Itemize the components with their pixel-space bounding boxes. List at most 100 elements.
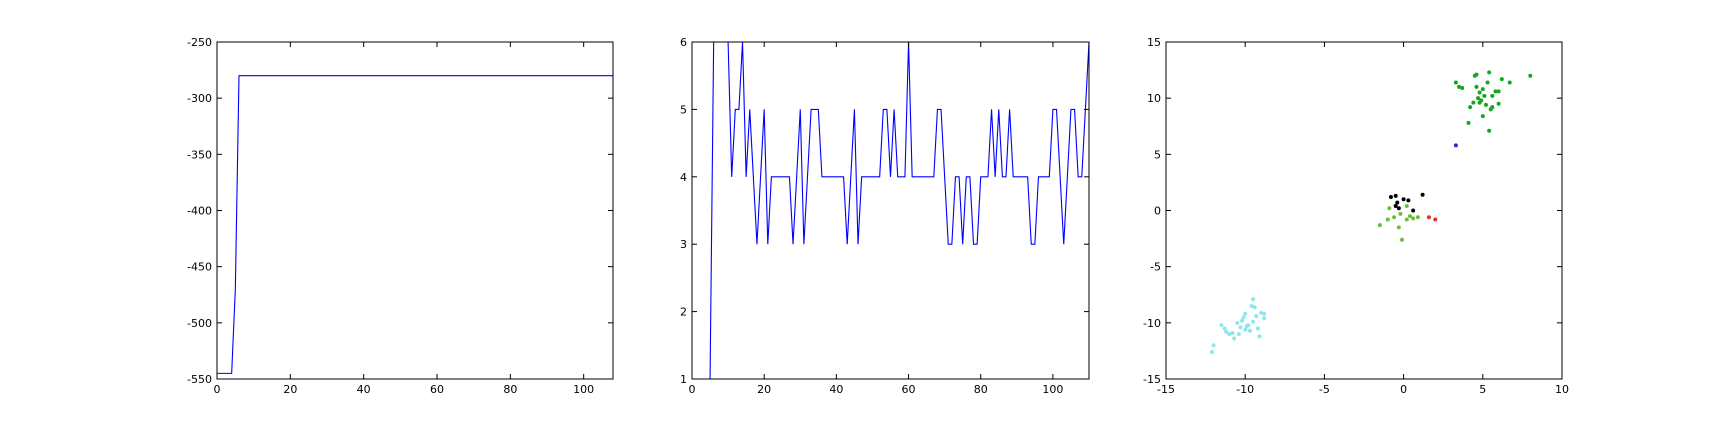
scatter-point	[1433, 217, 1438, 222]
x-tick-label: 100	[573, 383, 594, 396]
scatter-point	[1251, 319, 1256, 324]
scatter-point	[1262, 311, 1267, 316]
scatter-point	[1490, 105, 1495, 110]
scatter-point	[1471, 100, 1476, 105]
scatter-point	[1244, 324, 1249, 329]
scatter-point	[1238, 325, 1243, 330]
scatter-point	[1377, 223, 1382, 228]
plot-area	[217, 75, 613, 374]
scatter-point	[1393, 193, 1398, 198]
x-tick-label: -15	[1157, 383, 1175, 396]
scatter-point	[1453, 80, 1458, 85]
subplot: 0 20 40 60 80 100 1 2 3 4 5 6	[680, 36, 1090, 396]
x-tick-label: 60	[902, 383, 916, 396]
scatter-point	[1477, 90, 1482, 95]
y-tick-label: 0	[1154, 205, 1161, 218]
scatter-point	[1407, 214, 1412, 219]
x-tick-label: 0	[214, 383, 221, 396]
axes-background	[692, 42, 1089, 379]
scatter-point	[1262, 316, 1267, 321]
scatter-point	[1490, 93, 1495, 98]
y-tick-label: 3	[680, 238, 687, 251]
scatter-point	[1236, 332, 1241, 337]
scatter-point	[1479, 98, 1484, 103]
scatter-point	[1255, 326, 1260, 331]
scatter-point	[1241, 315, 1246, 320]
scatter-point	[1460, 86, 1465, 91]
y-tick-label: -15	[1143, 373, 1161, 386]
scatter-point	[1400, 237, 1405, 242]
y-tick-label: 2	[680, 306, 687, 319]
y-tick-label: 10	[1147, 92, 1161, 105]
x-tick-label: 5	[1479, 383, 1486, 396]
scatter-point	[1493, 89, 1498, 94]
x-tick-label: 80	[503, 383, 517, 396]
scatter-point	[1496, 89, 1501, 94]
x-tick-label: 0	[689, 383, 696, 396]
scatter-point	[1480, 87, 1485, 92]
y-tick-label: -450	[187, 261, 212, 274]
scatter-point	[1482, 93, 1487, 98]
scatter-point	[1252, 305, 1257, 310]
axes-background	[1166, 42, 1562, 379]
x-tick-label: 40	[829, 383, 843, 396]
subplot: 0 20 40 60 80 100 -550 -500 -450 -400 -350 -300 -250	[187, 36, 614, 396]
axes-background	[217, 42, 613, 379]
scatter-point	[1235, 320, 1240, 325]
scatter-point	[1224, 329, 1229, 334]
scatter-point	[1393, 204, 1398, 209]
scatter-point	[1396, 206, 1401, 211]
scatter-point	[1259, 310, 1264, 315]
scatter-point	[1426, 215, 1431, 220]
scatter-point	[1249, 303, 1254, 308]
scatter-point	[1507, 80, 1512, 85]
line-series	[692, 42, 1089, 379]
scatter-point	[1243, 311, 1248, 316]
y-tick-label: -300	[187, 92, 212, 105]
scatter-point	[1387, 206, 1392, 211]
scatter-point	[1499, 77, 1504, 82]
scatter-point	[1396, 225, 1401, 230]
line-series	[217, 75, 613, 374]
scatter-point	[1411, 208, 1416, 213]
scatter-point	[1483, 102, 1488, 107]
scatter-point	[1395, 200, 1400, 205]
axes-frame	[691, 41, 1090, 380]
scatter-point	[1420, 192, 1425, 197]
plot-area	[1209, 70, 1533, 355]
y-tick-label: 6	[680, 36, 687, 49]
plot-area	[692, 42, 1089, 379]
scatter-point	[1227, 332, 1232, 337]
scatter-point	[1480, 114, 1485, 119]
x-tick-label: -10	[1236, 383, 1254, 396]
y-tick-label: -250	[187, 36, 212, 49]
y-tick-label: -550	[187, 373, 212, 386]
scatter-point	[1476, 96, 1481, 101]
y-tick-label: -500	[187, 317, 212, 330]
scatter-point	[1487, 70, 1492, 75]
scatter-point	[1209, 350, 1214, 355]
scatter-point	[1401, 197, 1406, 202]
scatter-point	[1222, 326, 1227, 331]
y-tick-label: -10	[1143, 317, 1161, 330]
scatter-point	[1385, 217, 1390, 222]
x-tick-label: 10	[1555, 383, 1569, 396]
y-tick-label: 15	[1147, 36, 1161, 49]
scatter-point	[1404, 204, 1409, 209]
scatter-point	[1457, 84, 1462, 89]
scatter-point	[1487, 128, 1492, 133]
scatter-point	[1398, 211, 1403, 216]
scatter-point	[1415, 215, 1420, 220]
y-tick-label: 4	[680, 171, 687, 184]
scatter-point	[1247, 328, 1252, 333]
subplot: -15 -10 -5 0 5 10 -15 -10 -5 0 5 10 15	[1143, 36, 1569, 396]
x-tick-label: 20	[757, 383, 771, 396]
scatter-point	[1257, 334, 1262, 339]
scatter-point	[1392, 215, 1397, 220]
y-tick-label: -400	[187, 205, 212, 218]
scatter-point	[1474, 72, 1479, 77]
y-tick-label: 5	[680, 103, 687, 116]
scatter-point	[1411, 216, 1416, 221]
